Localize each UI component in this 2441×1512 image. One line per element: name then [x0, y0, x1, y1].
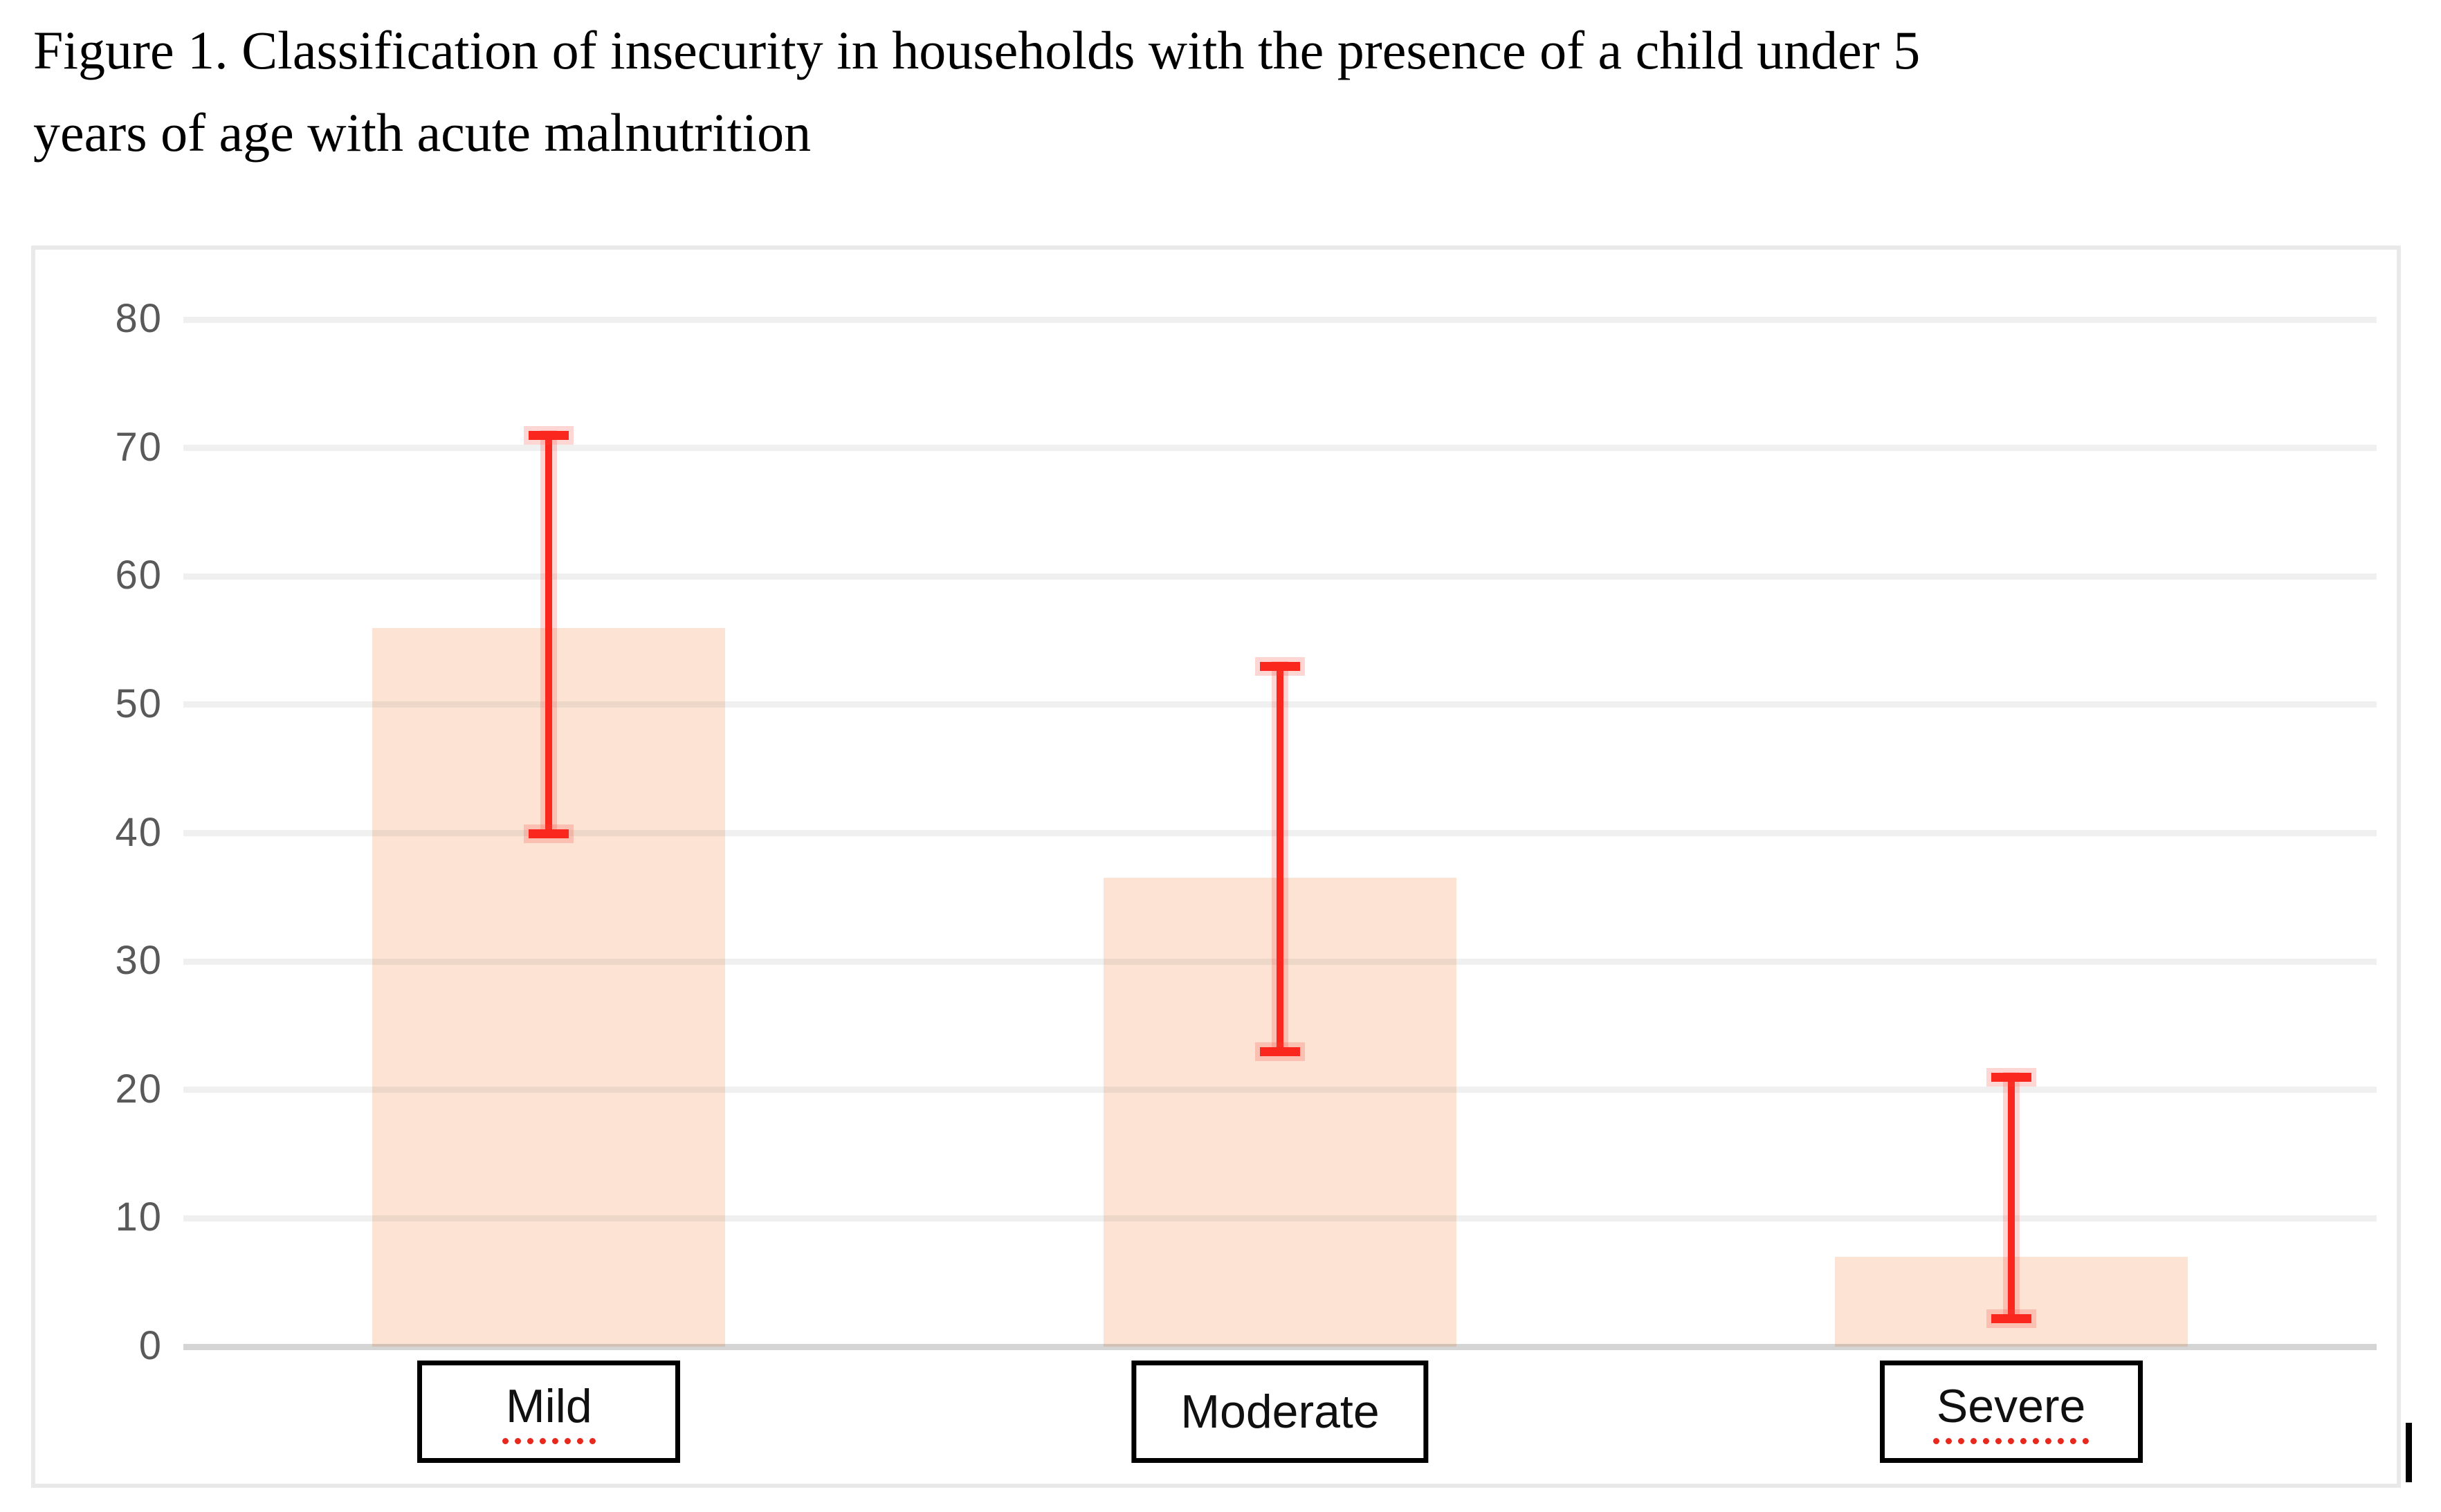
x-axis: Mild Moderate Severe — [183, 1361, 2377, 1484]
y-tick-label: 80 — [115, 296, 163, 342]
y-axis: 80 70 60 50 40 30 20 10 0 — [35, 296, 163, 1368]
chart-frame: 80 70 60 50 40 30 20 10 0 Mild Moderate Severe — [31, 246, 2401, 1488]
y-tick-label: 30 — [115, 938, 163, 984]
y-tick-label: 0 — [138, 1323, 163, 1369]
gridline — [183, 445, 2377, 452]
error-bar-lower-cap-severe — [1991, 1314, 2031, 1324]
error-bar-upper-cap-severe — [1991, 1073, 2031, 1082]
figure-caption-line2: years of age with acute malnutrition — [33, 102, 812, 163]
error-bar-mild — [545, 435, 553, 833]
error-bar-moderate — [1277, 666, 1283, 1052]
error-bar-upper-cap-mild — [529, 431, 569, 441]
error-bar-upper-cap-moderate — [1260, 662, 1300, 672]
y-tick-label: 50 — [115, 681, 163, 727]
category-label-box-moderate: Moderate — [1131, 1361, 1429, 1463]
gridline — [183, 1215, 2377, 1221]
category-label-box-severe: Severe — [1879, 1361, 2143, 1463]
x-axis-line — [183, 1343, 2377, 1350]
category-label-moderate: Moderate — [1180, 1385, 1380, 1438]
y-tick-label: 70 — [115, 424, 163, 470]
gridline — [183, 1087, 2377, 1094]
plot-area — [183, 316, 2377, 1350]
gridline — [183, 573, 2377, 580]
category-label-mild: Mild — [502, 1379, 596, 1444]
error-bar-lower-cap-moderate — [1260, 1047, 1300, 1057]
y-tick-label: 20 — [115, 1066, 163, 1112]
y-tick-label: 60 — [115, 553, 163, 598]
y-tick-label: 40 — [115, 809, 163, 855]
text-cursor — [2406, 1423, 2412, 1482]
error-bar-lower-cap-mild — [529, 829, 569, 838]
error-bar-severe — [2007, 1077, 2015, 1319]
figure-caption-line1: Figure 1. Classification of insecurity i… — [33, 20, 1921, 80]
category-label-severe: Severe — [1932, 1379, 2090, 1444]
gridline — [183, 316, 2377, 323]
y-tick-label: 10 — [115, 1195, 163, 1240]
category-label-box-mild: Mild — [417, 1361, 681, 1463]
figure-caption: Figure 1. Classification of insecurity i… — [33, 10, 2406, 174]
